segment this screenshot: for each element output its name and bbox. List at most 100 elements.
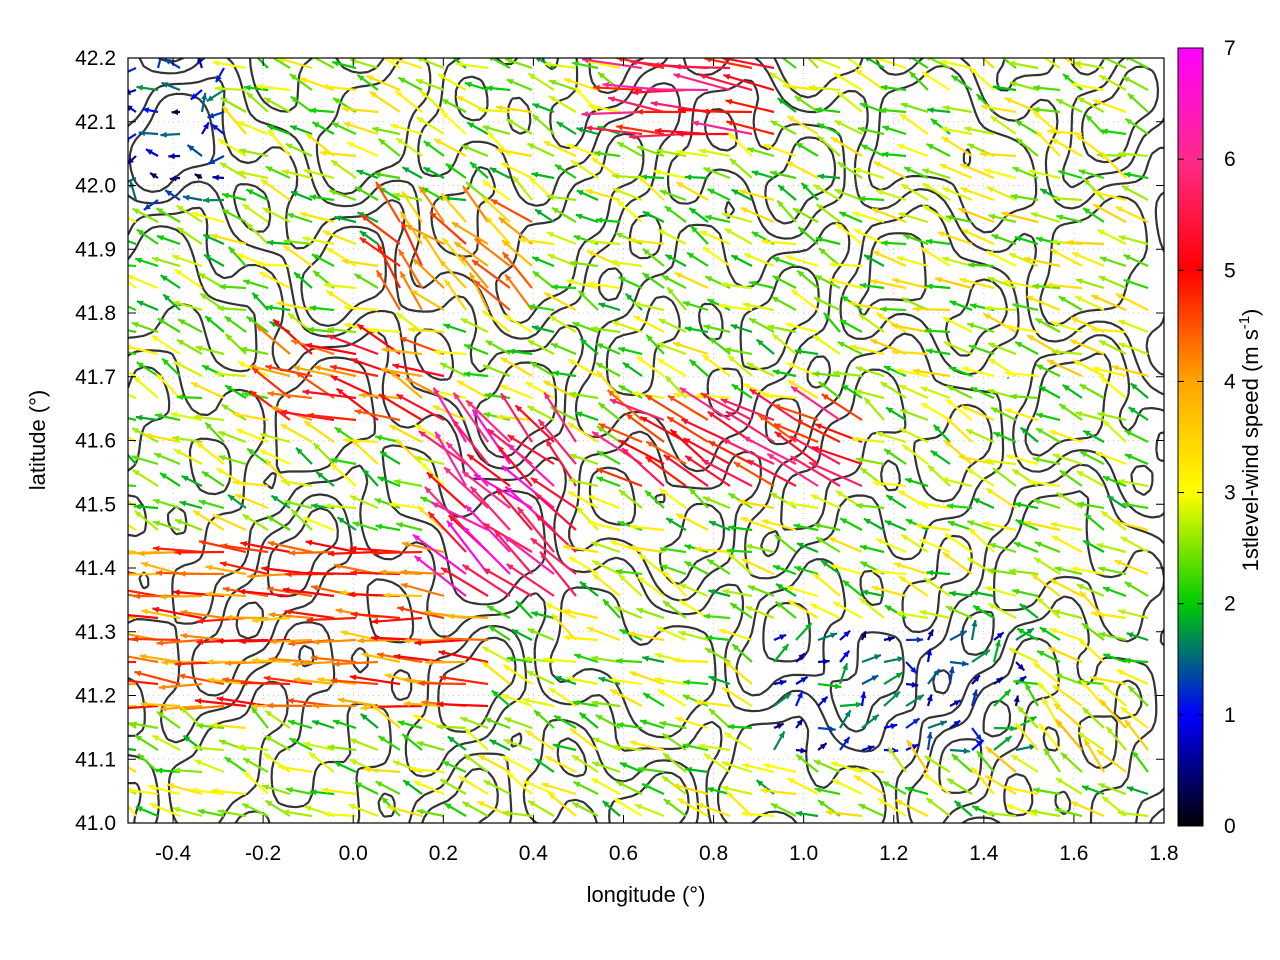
wind-arrow xyxy=(506,771,533,795)
wind-arrow xyxy=(172,435,203,444)
wind-arrow xyxy=(794,565,819,576)
wind-arrow xyxy=(305,132,335,157)
wind-arrow xyxy=(892,278,929,290)
wind-arrow xyxy=(1050,521,1083,532)
wind-arrow xyxy=(1117,609,1149,620)
wind-arrow xyxy=(469,485,511,531)
wind-arrow xyxy=(456,379,489,399)
wind-arrow xyxy=(568,478,599,488)
wind-arrow xyxy=(875,189,907,202)
wind-arrow xyxy=(312,442,335,465)
wind-arrow xyxy=(881,780,907,795)
wind-arrow xyxy=(812,370,841,378)
wind-arrow xyxy=(965,428,995,444)
wind-arrow xyxy=(1098,275,1127,290)
wind-arrow xyxy=(1070,800,1105,818)
wind-arrow xyxy=(232,411,269,422)
wind-arrow xyxy=(790,385,841,421)
wind-arrow xyxy=(153,452,181,466)
wind-arrow xyxy=(264,709,291,729)
wind-arrow xyxy=(350,569,401,576)
wind-arrow xyxy=(1099,375,1127,399)
wind-arrow xyxy=(701,458,753,487)
wind-arrow xyxy=(504,273,533,311)
wind-arrow xyxy=(562,544,599,554)
wind-arrow xyxy=(324,282,357,290)
wind-arrow xyxy=(859,544,885,554)
wind-arrow xyxy=(144,432,181,444)
wind-arrow xyxy=(237,170,269,180)
wind-arrow xyxy=(593,150,621,158)
wind-arrow xyxy=(946,503,973,510)
wind-arrow xyxy=(970,619,978,641)
wind-arrow xyxy=(1125,58,1149,69)
wind-arrow xyxy=(371,126,401,136)
wind-arrow xyxy=(134,734,159,751)
wind-arrow xyxy=(1075,134,1105,157)
wind-arrow xyxy=(270,494,291,509)
wind-arrow xyxy=(891,348,929,356)
wind-arrow xyxy=(1122,501,1149,510)
wind-arrow xyxy=(485,216,511,245)
wind-arrow xyxy=(204,315,225,333)
wind-arrow xyxy=(1015,137,1039,157)
wind-arrow xyxy=(1008,647,1039,663)
wind-arrow xyxy=(224,660,269,667)
wind-arrow xyxy=(129,721,159,730)
wind-arrow xyxy=(815,203,841,223)
y-tick-label: 41.1 xyxy=(75,748,116,771)
wind-arrow xyxy=(725,98,775,114)
wind-arrow xyxy=(458,775,489,795)
wind-arrow xyxy=(897,143,929,158)
wind-arrow xyxy=(595,714,621,729)
wind-arrow xyxy=(1077,638,1105,663)
wind-arrow xyxy=(722,588,753,598)
wind-arrow xyxy=(503,314,533,333)
wind-arrow xyxy=(402,779,423,795)
wind-arrow xyxy=(1034,541,1061,554)
wind-arrow xyxy=(708,440,753,465)
wind-arrow xyxy=(984,586,1017,598)
wind-arrow xyxy=(186,144,203,157)
colorbar-tick-label: 7 xyxy=(1224,37,1236,60)
wind-arrow xyxy=(556,120,577,135)
wind-arrow xyxy=(657,228,687,245)
wind-arrow xyxy=(392,192,423,202)
wind-arrow xyxy=(607,96,665,114)
wind-arrow xyxy=(993,725,1017,732)
wind-arrow xyxy=(543,391,577,443)
wind-arrow xyxy=(489,58,511,69)
wind-arrow xyxy=(961,405,995,422)
wind-arrow xyxy=(718,303,753,312)
wind-arrow xyxy=(422,166,445,179)
wind-arrow xyxy=(174,268,203,289)
x-tick-label: 1.0 xyxy=(789,842,818,865)
wind-arrow xyxy=(176,226,203,245)
wind-arrow xyxy=(543,380,577,399)
wind-arrow xyxy=(618,573,643,597)
wind-arrow xyxy=(855,456,885,466)
wind-arrow xyxy=(490,198,533,223)
wind-arrow xyxy=(1055,673,1083,686)
wind-arrow xyxy=(609,688,643,707)
wind-arrow xyxy=(1112,519,1149,532)
wind-arrow xyxy=(832,370,863,378)
wind-arrow xyxy=(156,58,162,69)
wind-arrow xyxy=(851,766,885,774)
wind-arrow xyxy=(773,643,790,663)
wind-arrow xyxy=(217,305,247,312)
wind-arrow xyxy=(191,211,225,224)
wind-arrow xyxy=(251,366,291,399)
wind-arrow xyxy=(514,404,555,443)
wind-arrow xyxy=(482,309,511,333)
wind-arrow xyxy=(968,344,995,356)
wind-arrow xyxy=(219,283,247,290)
wind-arrow xyxy=(993,631,1005,641)
wind-arrow xyxy=(441,237,467,267)
y-axis-label: latitude (°) xyxy=(25,390,50,491)
wind-arrow xyxy=(220,543,269,554)
wind-arrow xyxy=(1048,646,1083,664)
wind-arrow xyxy=(661,732,687,751)
wind-arrow xyxy=(731,188,753,201)
wind-arrow xyxy=(1074,295,1105,311)
